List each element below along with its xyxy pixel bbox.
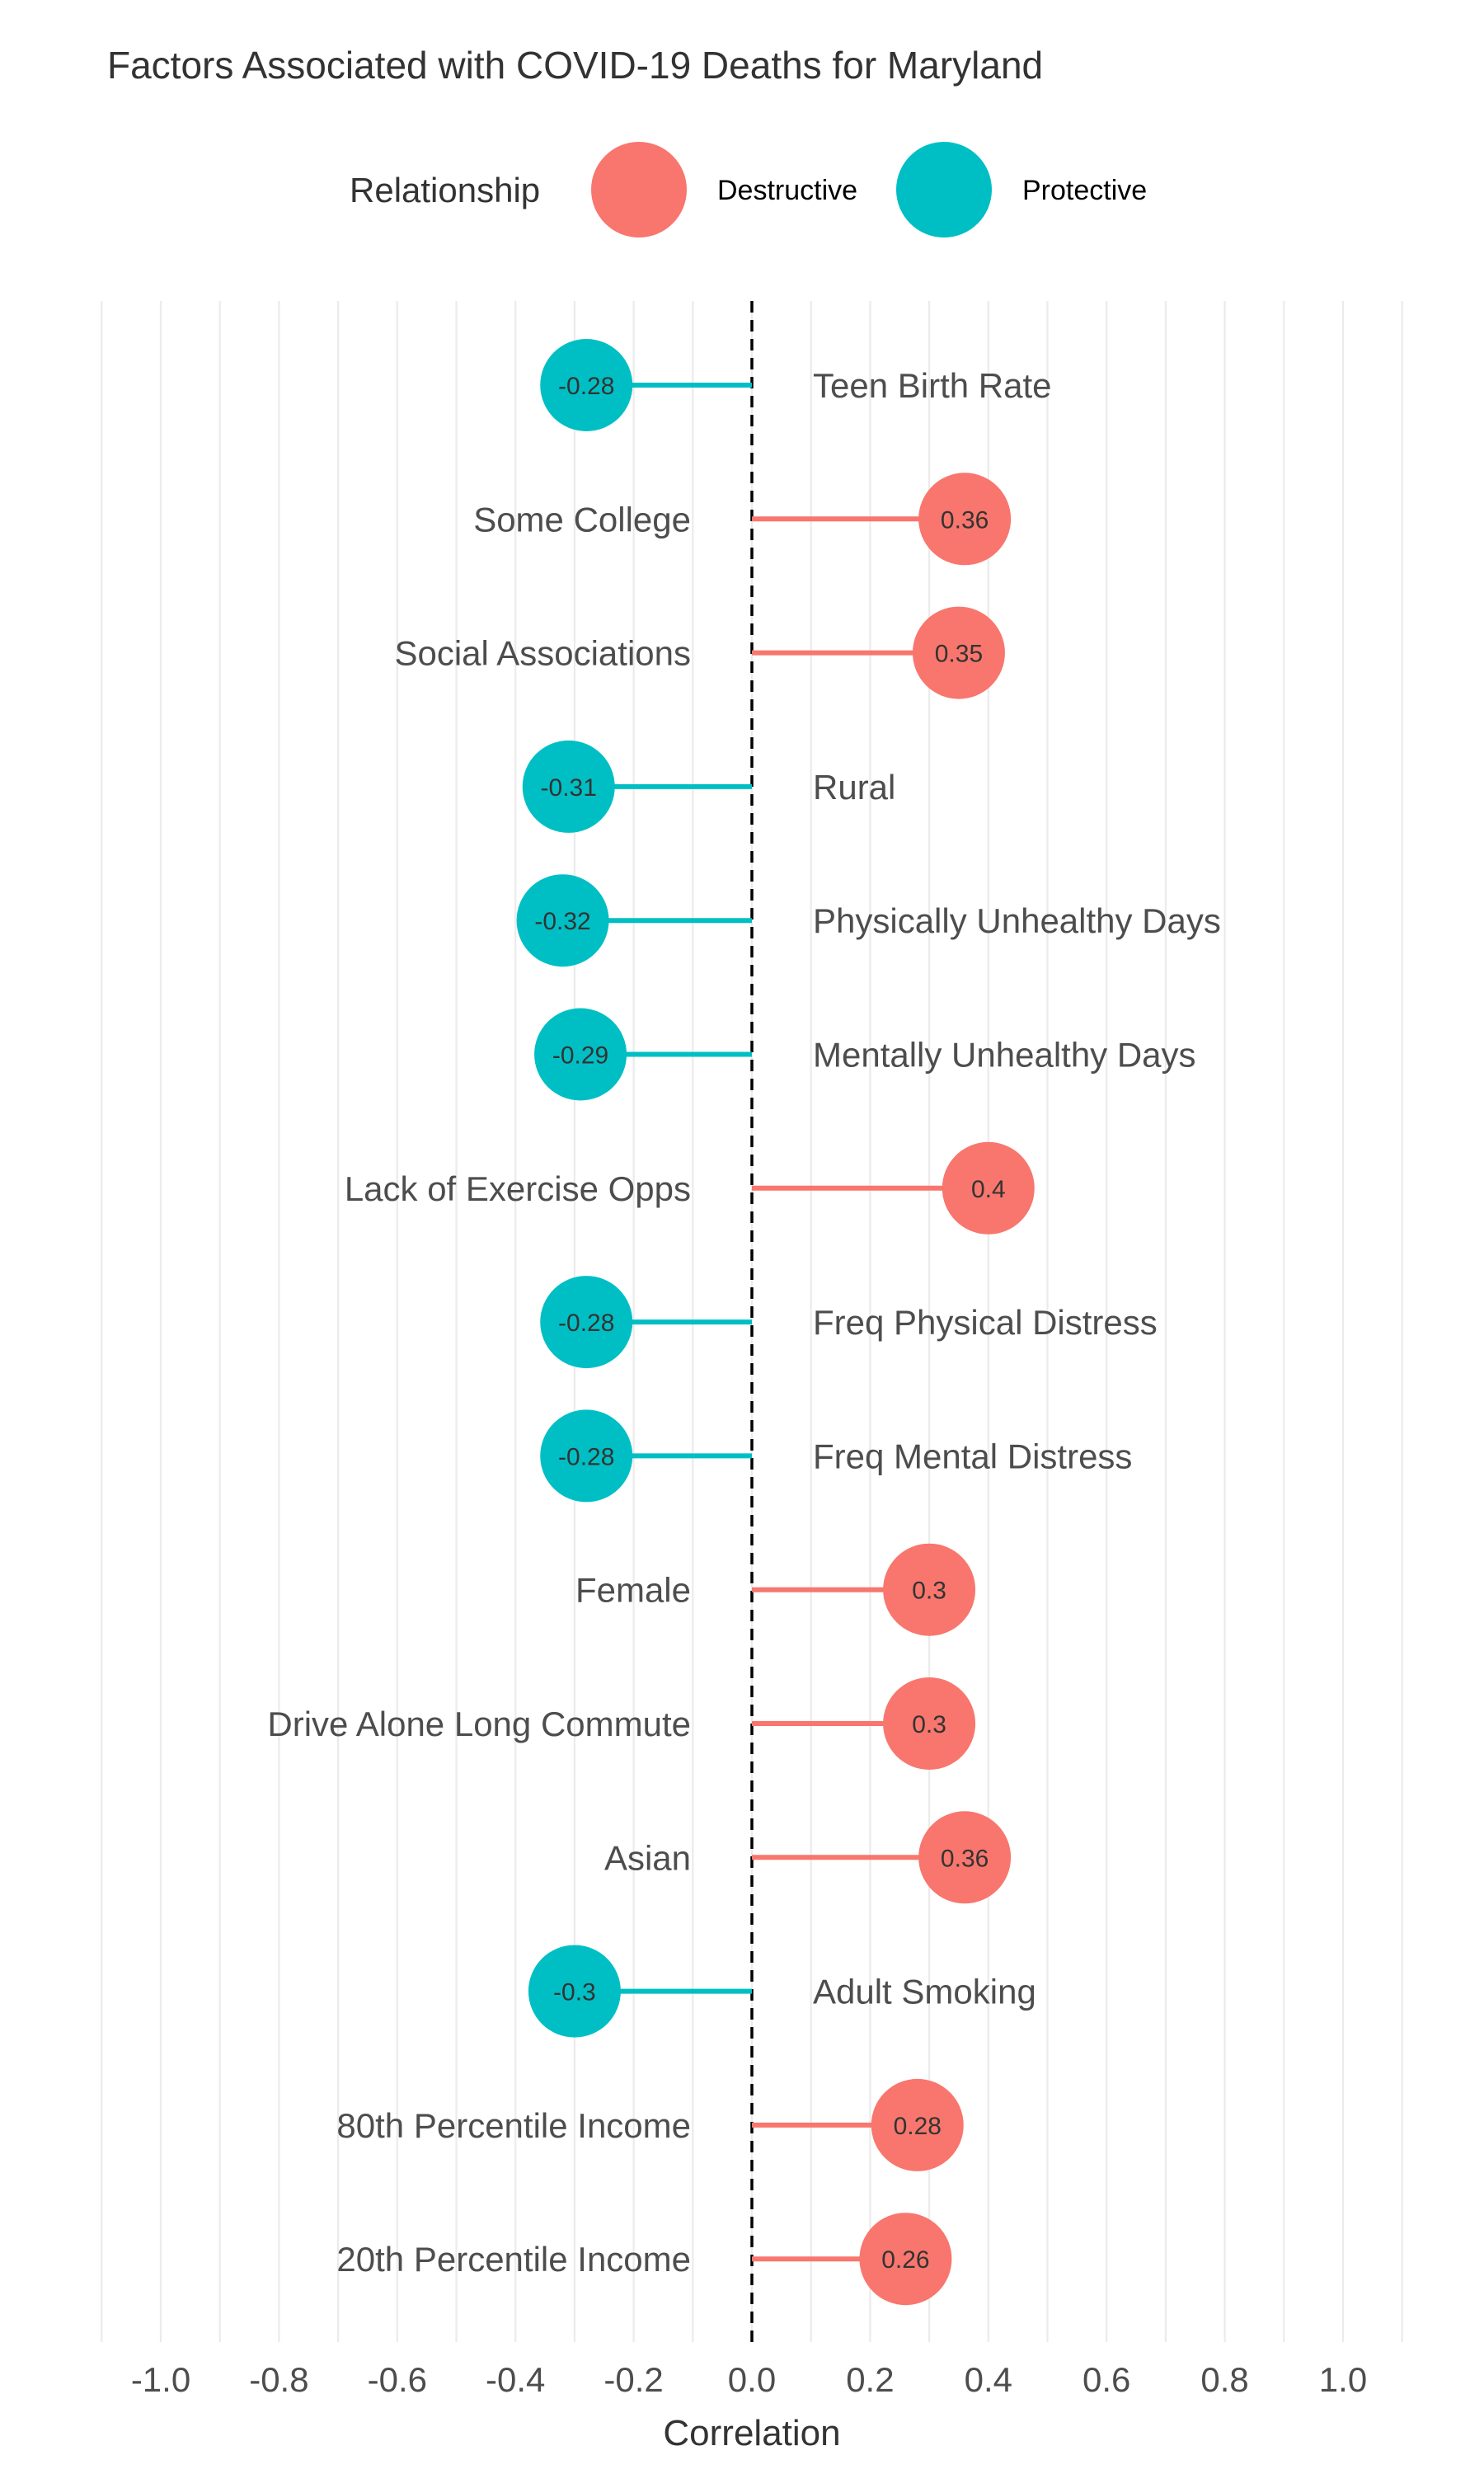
lollipop-point [522,740,615,833]
data-label: 0.4 [971,1176,1006,1203]
lollipop-point [516,874,609,967]
legend-key-destructive [591,142,687,238]
data-label: 0.36 [941,1845,989,1872]
grid [101,301,1403,2342]
category-label: Physically Unhealthy Days [813,901,1221,940]
data-label: -0.28 [558,1443,614,1470]
data-label: -0.32 [534,908,590,935]
data-label: 0.28 [894,2113,942,2140]
legend-title: Relationship [350,171,540,209]
lollipop-row: 0.3 Female [575,1543,976,1636]
category-label: Freq Mental Distress [813,1437,1132,1475]
lollipop-row: 0.35 Social Associations [394,606,1005,699]
x-tick-label: 0.2 [846,2360,894,2399]
data-label: -0.28 [558,373,614,400]
x-axis-title: Correlation [663,2413,840,2453]
legend-entries: Destructive Protective [591,142,1147,238]
data-label: 0.36 [941,506,989,534]
lollipop-row: -0.28 Freq Mental Distress [540,1409,1132,1503]
data-label: -0.31 [541,774,597,802]
lollipop-row: 0.28 80th Percentile Income [336,2078,964,2171]
category-label: Social Associations [394,634,691,673]
lollipop-point [540,1276,633,1369]
legend: Relationship Destructive Protective [350,142,1147,238]
category-label: Drive Alone Long Commute [267,1705,691,1743]
x-tick-label: -0.4 [486,2360,545,2399]
lollipop-row: -0.31 Rural [522,740,895,833]
category-label: Adult Smoking [813,1973,1036,2011]
lollipop-point [918,473,1012,566]
category-label: Female [575,1571,691,1610]
lollipop-row: 0.36 Asian [604,1811,1012,1904]
lollipop-row: 0.3 Drive Alone Long Commute [267,1677,976,1770]
lollipop-point [540,1409,633,1503]
lollipop-row: -0.3 Adult Smoking [528,1945,1036,2038]
x-tick-label: 1.0 [1319,2360,1367,2399]
data-label: 0.26 [881,2246,929,2274]
x-tick-label: -1.0 [131,2360,190,2399]
lollipop-row: -0.29 Mentally Unhealthy Days [534,1008,1196,1101]
lollipop-marks: -0.28 Teen Birth Rate 0.36 Some College 0.35… [267,339,1221,2306]
lollipop-row: -0.28 Freq Physical Distress [540,1276,1158,1369]
x-tick-label: -0.8 [249,2360,308,2399]
lollipop-point [912,606,1005,699]
lollipop-point [540,339,633,431]
category-label: Teen Birth Rate [813,366,1052,405]
category-label: Rural [813,768,895,807]
lollipop-row: 0.26 20th Percentile Income [336,2213,952,2306]
data-label: 0.35 [935,641,983,668]
category-label: Some College [473,500,691,539]
data-label: -0.3 [553,1979,596,2006]
legend-key-protective [896,142,992,238]
data-label: 0.3 [912,1711,946,1738]
lollipop-point [534,1008,627,1101]
category-label: Freq Physical Distress [813,1303,1158,1342]
lollipop-point [942,1141,1035,1235]
data-label: -0.29 [552,1042,608,1070]
category-label: Asian [604,1838,691,1877]
x-tick-label: 0.0 [728,2360,776,2399]
chart-title: Factors Associated with COVID-19 Deaths … [107,44,1043,87]
lollipop-point [871,2078,964,2171]
legend-label-destructive: Destructive [717,175,857,206]
lollipop-point [918,1811,1012,1904]
x-tick-label: 0.6 [1082,2360,1130,2399]
legend-label-protective: Protective [1022,175,1147,206]
lollipop-point [883,1543,976,1636]
x-tick-label: -0.6 [368,2360,427,2399]
x-tick-label: -0.2 [603,2360,663,2399]
lollipop-row: 0.4 Lack of Exercise Opps [345,1141,1035,1235]
lollipop-row: -0.28 Teen Birth Rate [540,339,1052,431]
lollipop-point [883,1677,976,1770]
lollipop-row: -0.32 Physically Unhealthy Days [516,874,1221,967]
lollipop-point [859,2213,952,2306]
category-label: 20th Percentile Income [336,2240,691,2279]
x-tick-label: 0.8 [1200,2360,1248,2399]
category-label: Lack of Exercise Opps [345,1169,691,1208]
lollipop-point [528,1945,621,2038]
category-label: 80th Percentile Income [336,2106,691,2145]
data-label: 0.3 [912,1578,946,1605]
data-label: -0.28 [558,1310,614,1337]
x-tick-label: 0.4 [965,2360,1012,2399]
category-label: Mentally Unhealthy Days [813,1036,1196,1075]
x-axis-ticks: -1.0 -0.8 -0.6 -0.4 -0.2 0.0 0.2 0.4 0.6 0.8 1.0 [131,2360,1367,2399]
lollipop-row: 0.36 Some College [473,473,1012,566]
